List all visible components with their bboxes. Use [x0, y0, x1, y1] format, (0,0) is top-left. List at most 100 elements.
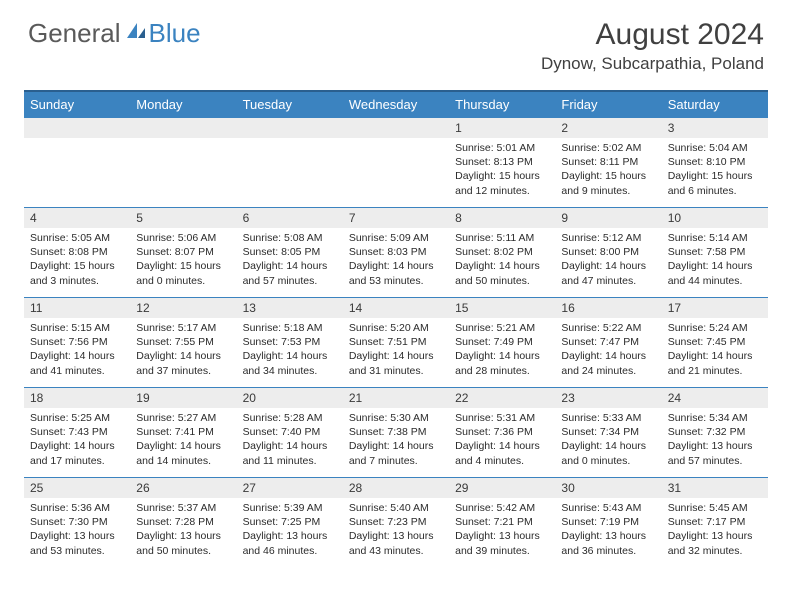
calendar-cell: [130, 118, 236, 208]
daynum: 26: [130, 478, 236, 498]
daynum: 18: [24, 388, 130, 408]
daynum: 21: [343, 388, 449, 408]
calendar-cell: 31Sunrise: 5:45 AMSunset: 7:17 PMDayligh…: [662, 478, 768, 568]
calendar-cell: 15Sunrise: 5:21 AMSunset: 7:49 PMDayligh…: [449, 298, 555, 388]
calendar-cell: 17Sunrise: 5:24 AMSunset: 7:45 PMDayligh…: [662, 298, 768, 388]
daynum: 15: [449, 298, 555, 318]
daynum: 19: [130, 388, 236, 408]
day-content: Sunrise: 5:12 AMSunset: 8:00 PMDaylight:…: [555, 228, 661, 292]
day-content: Sunrise: 5:30 AMSunset: 7:38 PMDaylight:…: [343, 408, 449, 472]
calendar-cell: 11Sunrise: 5:15 AMSunset: 7:56 PMDayligh…: [24, 298, 130, 388]
day-content: Sunrise: 5:09 AMSunset: 8:03 PMDaylight:…: [343, 228, 449, 292]
calendar-row: 11Sunrise: 5:15 AMSunset: 7:56 PMDayligh…: [24, 298, 768, 388]
calendar-cell: 30Sunrise: 5:43 AMSunset: 7:19 PMDayligh…: [555, 478, 661, 568]
day-content: Sunrise: 5:31 AMSunset: 7:36 PMDaylight:…: [449, 408, 555, 472]
calendar-cell: 18Sunrise: 5:25 AMSunset: 7:43 PMDayligh…: [24, 388, 130, 478]
daynum: 16: [555, 298, 661, 318]
day-content: Sunrise: 5:40 AMSunset: 7:23 PMDaylight:…: [343, 498, 449, 562]
daynum: 28: [343, 478, 449, 498]
calendar-cell: 10Sunrise: 5:14 AMSunset: 7:58 PMDayligh…: [662, 208, 768, 298]
daynum: 3: [662, 118, 768, 138]
calendar-table: SundayMondayTuesdayWednesdayThursdayFrid…: [24, 90, 768, 568]
daynum: 23: [555, 388, 661, 408]
day-content: Sunrise: 5:14 AMSunset: 7:58 PMDaylight:…: [662, 228, 768, 292]
daynum: 4: [24, 208, 130, 228]
weekday-header: Monday: [130, 91, 236, 118]
calendar-row: 18Sunrise: 5:25 AMSunset: 7:43 PMDayligh…: [24, 388, 768, 478]
calendar-cell: 9Sunrise: 5:12 AMSunset: 8:00 PMDaylight…: [555, 208, 661, 298]
calendar-cell: 6Sunrise: 5:08 AMSunset: 8:05 PMDaylight…: [237, 208, 343, 298]
daynum: 9: [555, 208, 661, 228]
calendar-cell: 3Sunrise: 5:04 AMSunset: 8:10 PMDaylight…: [662, 118, 768, 208]
weekday-header: Friday: [555, 91, 661, 118]
calendar-row: 25Sunrise: 5:36 AMSunset: 7:30 PMDayligh…: [24, 478, 768, 568]
calendar-cell: 21Sunrise: 5:30 AMSunset: 7:38 PMDayligh…: [343, 388, 449, 478]
day-content: Sunrise: 5:45 AMSunset: 7:17 PMDaylight:…: [662, 498, 768, 562]
daynum: 14: [343, 298, 449, 318]
logo-text-blue: Blue: [149, 18, 201, 49]
day-content: Sunrise: 5:01 AMSunset: 8:13 PMDaylight:…: [449, 138, 555, 202]
calendar-cell: 20Sunrise: 5:28 AMSunset: 7:40 PMDayligh…: [237, 388, 343, 478]
daynum: 7: [343, 208, 449, 228]
day-content: Sunrise: 5:22 AMSunset: 7:47 PMDaylight:…: [555, 318, 661, 382]
calendar-body: 1Sunrise: 5:01 AMSunset: 8:13 PMDaylight…: [24, 118, 768, 568]
daynum: 1: [449, 118, 555, 138]
daynum: 29: [449, 478, 555, 498]
calendar-cell: 13Sunrise: 5:18 AMSunset: 7:53 PMDayligh…: [237, 298, 343, 388]
day-content: Sunrise: 5:33 AMSunset: 7:34 PMDaylight:…: [555, 408, 661, 472]
logo-text-general: General: [28, 18, 121, 49]
title-block: August 2024 Dynow, Subcarpathia, Poland: [541, 18, 764, 74]
calendar-cell: [343, 118, 449, 208]
weekday-header: Sunday: [24, 91, 130, 118]
daynum: 12: [130, 298, 236, 318]
daynum: 27: [237, 478, 343, 498]
calendar-row: 4Sunrise: 5:05 AMSunset: 8:08 PMDaylight…: [24, 208, 768, 298]
calendar-cell: 16Sunrise: 5:22 AMSunset: 7:47 PMDayligh…: [555, 298, 661, 388]
calendar-cell: 7Sunrise: 5:09 AMSunset: 8:03 PMDaylight…: [343, 208, 449, 298]
calendar-cell: 22Sunrise: 5:31 AMSunset: 7:36 PMDayligh…: [449, 388, 555, 478]
day-content: Sunrise: 5:18 AMSunset: 7:53 PMDaylight:…: [237, 318, 343, 382]
weekday-header: Wednesday: [343, 91, 449, 118]
day-content: Sunrise: 5:36 AMSunset: 7:30 PMDaylight:…: [24, 498, 130, 562]
calendar-cell: 4Sunrise: 5:05 AMSunset: 8:08 PMDaylight…: [24, 208, 130, 298]
calendar-cell: 2Sunrise: 5:02 AMSunset: 8:11 PMDaylight…: [555, 118, 661, 208]
day-content: Sunrise: 5:06 AMSunset: 8:07 PMDaylight:…: [130, 228, 236, 292]
daynum-empty: [24, 118, 130, 138]
calendar-cell: 12Sunrise: 5:17 AMSunset: 7:55 PMDayligh…: [130, 298, 236, 388]
calendar-cell: 14Sunrise: 5:20 AMSunset: 7:51 PMDayligh…: [343, 298, 449, 388]
day-content: Sunrise: 5:02 AMSunset: 8:11 PMDaylight:…: [555, 138, 661, 202]
daynum: 2: [555, 118, 661, 138]
calendar-cell: 5Sunrise: 5:06 AMSunset: 8:07 PMDaylight…: [130, 208, 236, 298]
weekday-header: Saturday: [662, 91, 768, 118]
calendar-head: SundayMondayTuesdayWednesdayThursdayFrid…: [24, 91, 768, 118]
day-content: Sunrise: 5:28 AMSunset: 7:40 PMDaylight:…: [237, 408, 343, 472]
day-content: Sunrise: 5:42 AMSunset: 7:21 PMDaylight:…: [449, 498, 555, 562]
day-content: Sunrise: 5:08 AMSunset: 8:05 PMDaylight:…: [237, 228, 343, 292]
calendar-cell: [24, 118, 130, 208]
daynum-empty: [343, 118, 449, 138]
calendar-cell: 28Sunrise: 5:40 AMSunset: 7:23 PMDayligh…: [343, 478, 449, 568]
calendar-cell: 19Sunrise: 5:27 AMSunset: 7:41 PMDayligh…: [130, 388, 236, 478]
month-title: August 2024: [541, 18, 764, 52]
daynum: 22: [449, 388, 555, 408]
daynum: 30: [555, 478, 661, 498]
day-content: Sunrise: 5:17 AMSunset: 7:55 PMDaylight:…: [130, 318, 236, 382]
logo: General Blue: [28, 18, 201, 49]
weekday-header: Tuesday: [237, 91, 343, 118]
daynum: 24: [662, 388, 768, 408]
daynum-empty: [237, 118, 343, 138]
header: General Blue August 2024 Dynow, Subcarpa…: [0, 0, 792, 82]
day-content: Sunrise: 5:05 AMSunset: 8:08 PMDaylight:…: [24, 228, 130, 292]
calendar-cell: 29Sunrise: 5:42 AMSunset: 7:21 PMDayligh…: [449, 478, 555, 568]
calendar-row: 1Sunrise: 5:01 AMSunset: 8:13 PMDaylight…: [24, 118, 768, 208]
day-content: Sunrise: 5:37 AMSunset: 7:28 PMDaylight:…: [130, 498, 236, 562]
calendar-cell: 8Sunrise: 5:11 AMSunset: 8:02 PMDaylight…: [449, 208, 555, 298]
daynum: 20: [237, 388, 343, 408]
calendar-cell: [237, 118, 343, 208]
day-content: Sunrise: 5:34 AMSunset: 7:32 PMDaylight:…: [662, 408, 768, 472]
day-content: Sunrise: 5:25 AMSunset: 7:43 PMDaylight:…: [24, 408, 130, 472]
logo-sail-icon: [125, 20, 147, 47]
calendar-cell: 23Sunrise: 5:33 AMSunset: 7:34 PMDayligh…: [555, 388, 661, 478]
daynum: 11: [24, 298, 130, 318]
day-content: Sunrise: 5:43 AMSunset: 7:19 PMDaylight:…: [555, 498, 661, 562]
